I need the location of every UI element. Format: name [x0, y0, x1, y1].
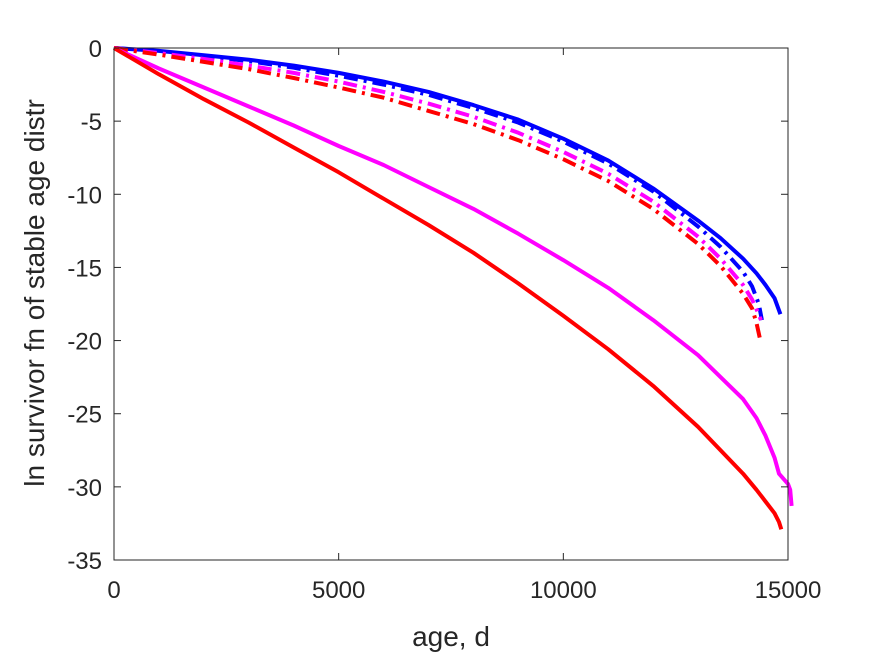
- y-axis-label: ln survivor fn of stable age distr: [19, 99, 50, 487]
- x-tick-label: 10000: [530, 577, 597, 604]
- series-line-3: [113, 46, 762, 339]
- series-line-0: [113, 46, 783, 315]
- y-tick-label: 0: [89, 36, 102, 63]
- y-tick-label: -30: [67, 475, 102, 502]
- axes-layer: 0 5000 10000 15000 0 -5 -10 -15 -20 -25 -30 -35: [67, 36, 821, 604]
- x-tick-label: 5000: [312, 577, 365, 604]
- x-axis-label: age, d: [412, 621, 490, 652]
- y-tick-label: -35: [67, 548, 102, 575]
- x-tick-label: 0: [107, 577, 120, 604]
- series-line-4: [113, 46, 794, 507]
- x-tick-label: 15000: [755, 577, 822, 604]
- plot-area-box: [113, 47, 789, 561]
- series-line-2: [113, 46, 763, 321]
- y-tick-label: -5: [81, 109, 102, 136]
- y-tick-label: -10: [67, 182, 102, 209]
- y-tick-label: -25: [67, 402, 102, 429]
- series-layer: [112, 46, 794, 530]
- y-tick-label: -20: [67, 329, 102, 356]
- series-line-5: [112, 46, 784, 530]
- series-line-1: [113, 46, 764, 321]
- y-tick-label: -15: [67, 255, 102, 282]
